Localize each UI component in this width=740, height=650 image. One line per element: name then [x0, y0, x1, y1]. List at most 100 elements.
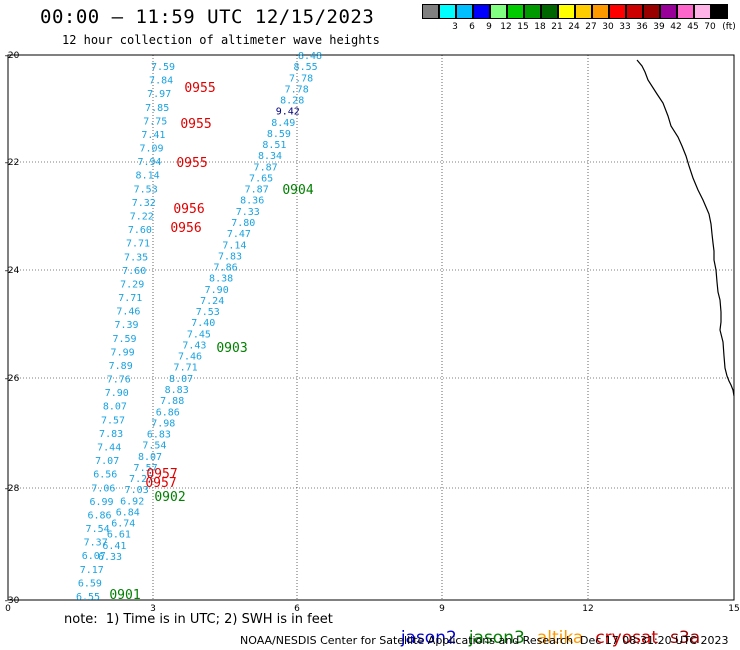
x-tick-label: 0	[5, 604, 11, 614]
legend-label: 6	[469, 22, 475, 32]
generated-timestamp: Dec 17 08:31:20 UTC 2023	[580, 634, 729, 647]
pass-time-label: 0957	[146, 467, 177, 482]
swh-value: 7.39	[114, 320, 138, 331]
legend-swatch	[558, 4, 575, 19]
swh-value: 7.06	[91, 483, 115, 494]
pass-time-label: 0901	[109, 588, 140, 603]
sat-jason3: jason3	[468, 628, 525, 648]
chart-subtitle: 12 hour collection of altimeter wave hei…	[62, 33, 380, 47]
swh-value: 7.35	[124, 252, 148, 263]
swh-value: 8.59	[267, 129, 291, 140]
swh-value: 7.47	[227, 229, 251, 240]
pass-time-label: 0955	[180, 117, 211, 132]
swh-value: 7.94	[137, 157, 161, 168]
y-tick-label: -24	[5, 266, 20, 276]
swh-value: 7.87	[254, 162, 278, 173]
swh-value: 7.65	[249, 174, 273, 185]
swh-value: 8.55	[294, 62, 318, 73]
chart-title: 00:00 – 11:59 UTC 12/15/2023	[40, 6, 375, 28]
legend-swatch	[541, 4, 558, 19]
legend-swatch	[660, 4, 677, 19]
legend-label: 39	[653, 22, 665, 32]
pass-time-label: 0903	[216, 341, 247, 356]
swh-value: 7.07	[95, 456, 119, 467]
swh-value: 7.90	[105, 388, 129, 399]
swh-value: 7.60	[122, 266, 146, 277]
satellite-track-left: 7.59 7.84 7.97 7.85 7.75 7.41 7.09 7.94 8.14 7.53…	[76, 62, 175, 603]
x-tick-label: 3	[150, 604, 156, 614]
swh-value: 7.53	[134, 184, 158, 195]
legend-label: 42	[670, 22, 682, 32]
legend-swatch	[677, 4, 694, 19]
swh-value: 8.28	[280, 96, 304, 107]
legend-label: 45	[687, 22, 699, 32]
swh-value: 7.59	[112, 334, 136, 345]
swh-value: 6.33	[98, 552, 122, 563]
sat-altika: altika	[536, 628, 584, 648]
swh-value: 7.40	[191, 318, 215, 329]
sat-s3a: s3a	[670, 628, 701, 648]
swh-value: 6.84	[116, 508, 140, 519]
swh-value: 7.75	[143, 116, 167, 127]
pass-time-label: 0957	[145, 476, 176, 491]
x-tick-label: 9	[439, 604, 445, 614]
swh-value: 7.60	[128, 225, 152, 236]
pass-time-label: 0955	[176, 156, 207, 171]
swh-value: 8.34	[258, 151, 282, 162]
map-grid	[8, 55, 734, 600]
legend-swatch	[473, 4, 490, 19]
satellite-legend: jason2 jason3 altika cryosat s3a	[390, 608, 712, 648]
legend-label: 70	[704, 22, 716, 32]
legend-swatch	[694, 4, 711, 19]
swh-value: 7.84	[149, 76, 173, 87]
swh-value: 7.32	[132, 198, 156, 209]
swh-value: 6.56	[93, 470, 117, 481]
swh-value: 7.71	[174, 363, 198, 374]
sat-cryosat: cryosat	[595, 628, 659, 648]
swh-value: 7.90	[205, 285, 229, 296]
legend-label: 27	[585, 22, 597, 32]
legend-swatch	[524, 4, 541, 19]
swh-value: 6.74	[111, 519, 135, 530]
x-tick-label: 6	[294, 604, 300, 614]
swh-value: 7.33	[236, 207, 260, 218]
pass-time-label: 0902	[154, 490, 185, 505]
legend-label: 9	[486, 22, 492, 32]
units-note: note: 1) Time is in UTC; 2) SWH is in fe…	[64, 612, 333, 627]
swh-value: 7.41	[141, 130, 165, 141]
swh-value: 7.43	[182, 341, 206, 352]
y-tick-label: -30	[5, 596, 20, 606]
legend-label: 12	[500, 22, 512, 32]
legend-swatch	[439, 4, 456, 19]
y-tick-label: -20	[5, 51, 20, 61]
swh-value: 6.86	[87, 511, 111, 522]
swh-value: 8.83	[165, 385, 189, 396]
swh-value: 8.48	[298, 51, 322, 62]
legend-label: 33	[619, 22, 631, 32]
map-frame	[7, 54, 735, 601]
swh-value: 7.78	[285, 84, 309, 95]
swh-value: 6.55	[76, 592, 100, 603]
swh-value: 7.24	[200, 296, 224, 307]
legend-swatch	[490, 4, 507, 19]
credit-line: NOAA/NESDIS Center for Satellite Applica…	[240, 634, 574, 647]
swh-value: 7.71	[126, 239, 150, 250]
legend-label: 21	[551, 22, 563, 32]
pass-time-label: 0956	[170, 221, 201, 236]
swh-value: 7.54	[86, 524, 110, 535]
swh-value: 7.44	[97, 443, 121, 454]
swh-value: 7.53	[196, 307, 220, 318]
swh-value: 7.86	[214, 263, 238, 274]
legend-swatch	[711, 4, 728, 19]
x-tick-label: 12	[582, 604, 593, 614]
swh-value: 6.59	[78, 578, 102, 589]
swh-value: 7.27	[129, 474, 153, 485]
swh-value: 8.38	[209, 274, 233, 285]
swh-value: 7.57	[134, 463, 158, 474]
swh-value: 7.88	[160, 396, 184, 407]
pass-time-label: 0955	[184, 81, 215, 96]
legend-unit: (ft)	[722, 22, 736, 32]
swh-value: 6.41	[102, 541, 126, 552]
pass-time-label: 0956	[173, 202, 204, 217]
legend-swatch	[626, 4, 643, 19]
